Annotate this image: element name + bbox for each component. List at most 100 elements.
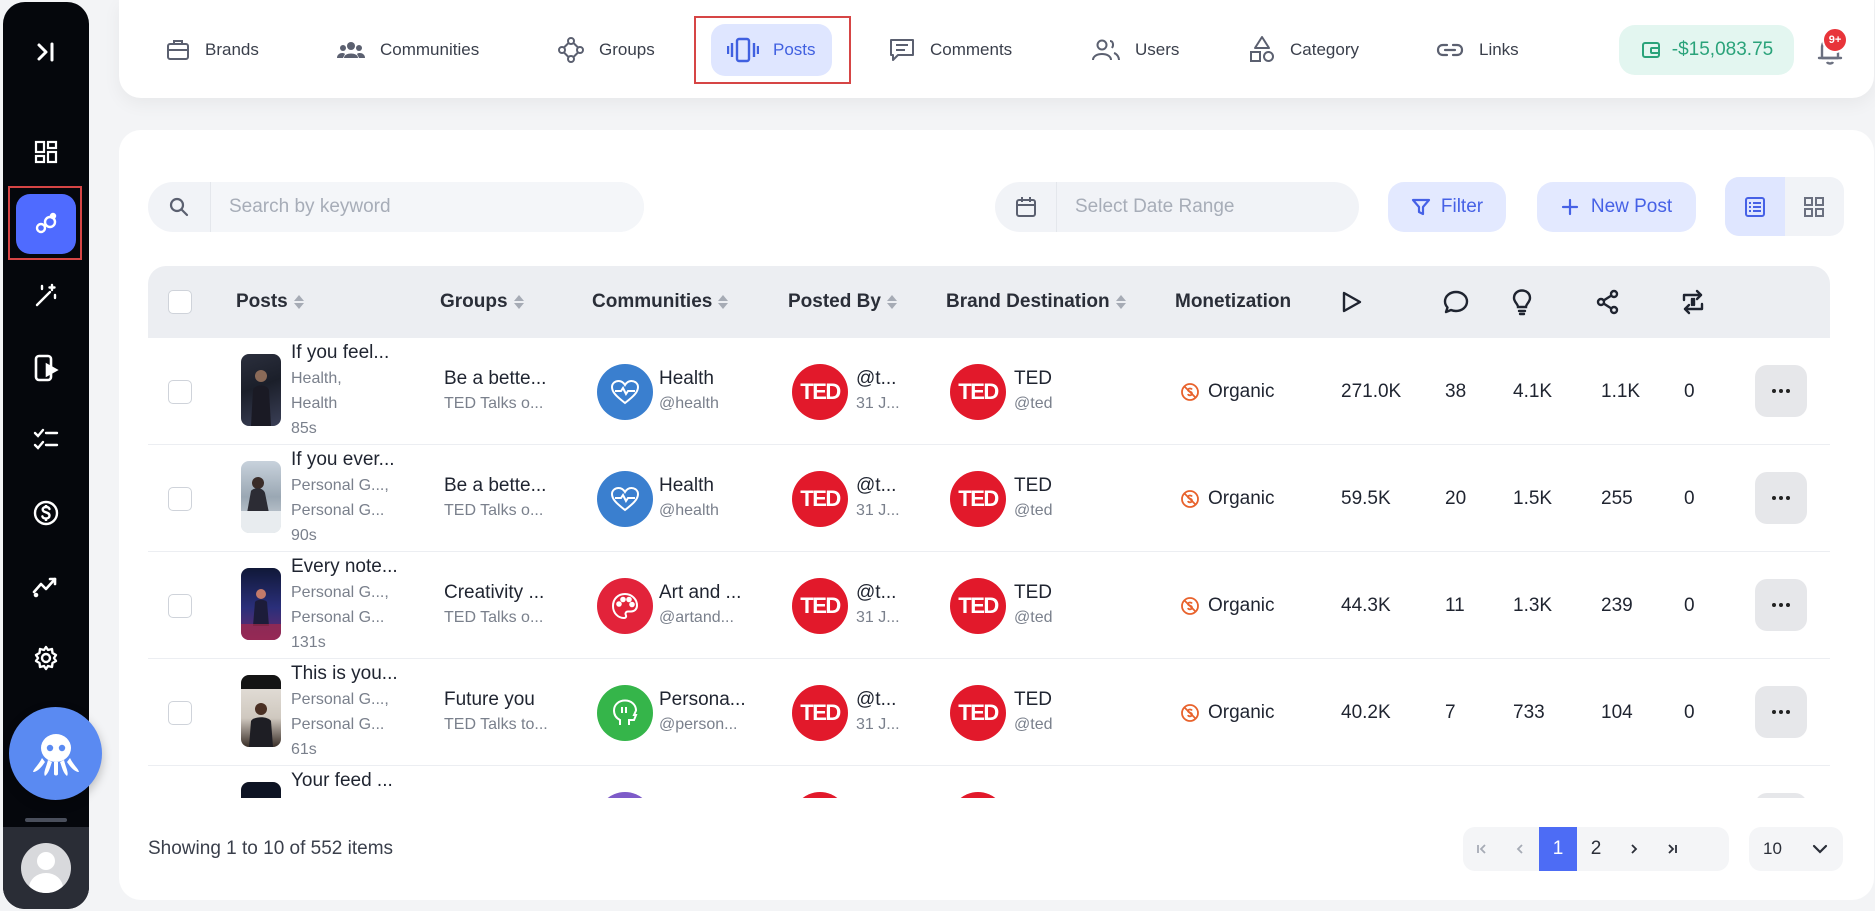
posted-by-handle[interactable]: @t... (856, 475, 897, 496)
nav-brands[interactable]: Brands (149, 24, 275, 76)
header-monetization: Monetization (1175, 291, 1292, 312)
views-count: 59.5K (1341, 488, 1391, 509)
post-title[interactable]: This is you... (291, 663, 398, 684)
header-posted-by[interactable]: Posted By (788, 266, 897, 338)
filter-button[interactable]: Filter (1388, 182, 1506, 232)
row-checkbox[interactable] (168, 594, 192, 618)
palette-community-icon (597, 578, 653, 634)
header-posts[interactable]: Posts (236, 266, 304, 338)
community-name[interactable]: Health (659, 368, 714, 389)
group-name[interactable]: Be a bette... (444, 475, 547, 496)
brand-name[interactable]: TED (1014, 689, 1052, 710)
dollar-icon[interactable] (3, 493, 89, 533)
per-page-value: 10 (1763, 839, 1782, 858)
post-thumbnail[interactable] (241, 461, 281, 533)
group-sub: TED Talks to... (444, 716, 548, 733)
video-post-icon[interactable] (3, 348, 89, 388)
posted-by-handle[interactable]: @t... (856, 582, 897, 603)
next-page-icon[interactable] (1615, 827, 1653, 871)
community-name[interactable]: Art and ... (659, 582, 742, 603)
reposts-count: 0 (1684, 595, 1695, 616)
community-name[interactable]: Health (659, 475, 714, 496)
nav-comments[interactable]: Comments (872, 24, 1028, 76)
no-money-icon (1181, 383, 1199, 401)
nav-label: Posts (773, 40, 816, 59)
more-options-button[interactable] (1755, 579, 1807, 631)
posted-date: 31 J... (856, 716, 900, 733)
nav-posts[interactable]: Posts (711, 24, 832, 76)
search-bar[interactable] (148, 182, 644, 232)
brand-handle: @ted (1014, 609, 1053, 626)
search-input[interactable] (210, 182, 644, 232)
page-button-1[interactable]: 1 (1539, 827, 1577, 871)
nav-communities[interactable]: Communities (320, 24, 495, 76)
table-row[interactable]: If you feel... Health, Health 85s Be a b… (148, 338, 1830, 445)
list-view-icon[interactable] (1725, 177, 1785, 236)
brand-name[interactable]: TED (1014, 475, 1052, 496)
new-post-button[interactable]: New Post (1537, 182, 1696, 232)
group-name[interactable]: Be a bette... (444, 368, 547, 389)
likes-count: 1.3K (1513, 595, 1553, 616)
more-options-button[interactable] (1755, 365, 1807, 417)
post-tags: Personal G... (291, 716, 385, 733)
per-page-select[interactable]: 10 (1749, 827, 1843, 871)
post-thumbnail[interactable] (241, 568, 281, 640)
nav-groups[interactable]: Groups (541, 24, 671, 76)
dashboard-icon[interactable] (3, 132, 89, 172)
calendar-icon (995, 182, 1057, 232)
header-brand-destination[interactable]: Brand Destination (946, 266, 1126, 338)
analytics-icon[interactable] (3, 565, 89, 605)
posted-by-handle[interactable]: @t... (856, 689, 897, 710)
posted-by-handle[interactable]: @t... (856, 368, 897, 389)
heart-community-icon (597, 364, 653, 420)
wallet-balance[interactable]: -$15,083.75 (1619, 25, 1794, 75)
header-communities[interactable]: Communities (592, 266, 729, 338)
more-options-button[interactable] (1755, 686, 1807, 738)
user-avatar[interactable] (21, 843, 71, 893)
community-name[interactable]: Persona... (659, 689, 746, 710)
prev-page-icon[interactable] (1501, 827, 1539, 871)
header-groups[interactable]: Groups (440, 266, 524, 338)
checklist-icon[interactable] (3, 420, 89, 460)
no-money-icon (1181, 490, 1199, 508)
post-title[interactable]: If you feel... (291, 342, 390, 363)
vibrate-icon (727, 37, 759, 63)
play-icon (1338, 266, 1364, 338)
brand-name[interactable]: TED (1014, 368, 1052, 389)
brand-name[interactable]: TED (1014, 582, 1052, 603)
grid-view-icon[interactable] (1785, 177, 1845, 236)
post-thumbnail[interactable] (241, 675, 281, 747)
row-checkbox[interactable] (168, 380, 192, 404)
row-checkbox[interactable] (168, 701, 192, 725)
table-row[interactable]: If you ever... Personal G..., Personal G… (148, 445, 1830, 552)
nav-category[interactable]: Category (1232, 24, 1375, 76)
more-options-button[interactable] (1755, 472, 1807, 524)
date-range-picker[interactable]: Select Date Range (995, 182, 1359, 232)
communities-nav-icon[interactable] (16, 194, 76, 254)
group-name[interactable]: Creativity ... (444, 582, 545, 603)
views-count: 271.0K (1341, 381, 1402, 402)
table-row[interactable]: Every note... Personal G..., Personal G.… (148, 552, 1830, 659)
table-row[interactable]: This is you... Personal G..., Personal G… (148, 659, 1830, 766)
profile-area[interactable] (3, 827, 89, 909)
octopus-assistant-icon[interactable] (9, 707, 102, 800)
post-thumbnail[interactable] (241, 354, 281, 426)
row-checkbox[interactable] (168, 487, 192, 511)
settings-gear-icon[interactable] (3, 638, 89, 678)
table-row[interactable]: Your feed ... (148, 766, 1830, 798)
nav-users[interactable]: Users (1075, 24, 1195, 76)
last-page-icon[interactable] (1653, 827, 1691, 871)
post-title[interactable]: Your feed ... (291, 770, 393, 791)
post-thumbnail[interactable] (241, 782, 281, 798)
more-options-button[interactable] (1755, 793, 1807, 798)
page-button-2[interactable]: 2 (1590, 838, 1602, 859)
nav-links[interactable]: Links (1419, 24, 1535, 76)
post-title[interactable]: If you ever... (291, 449, 395, 470)
post-title[interactable]: Every note... (291, 556, 398, 577)
magic-wand-icon[interactable] (3, 276, 89, 316)
sort-icon (513, 294, 524, 310)
select-all-checkbox[interactable] (168, 290, 192, 314)
group-name[interactable]: Future you (444, 689, 535, 710)
expand-sidebar-icon[interactable] (3, 32, 89, 72)
first-page-icon[interactable] (1463, 827, 1501, 871)
